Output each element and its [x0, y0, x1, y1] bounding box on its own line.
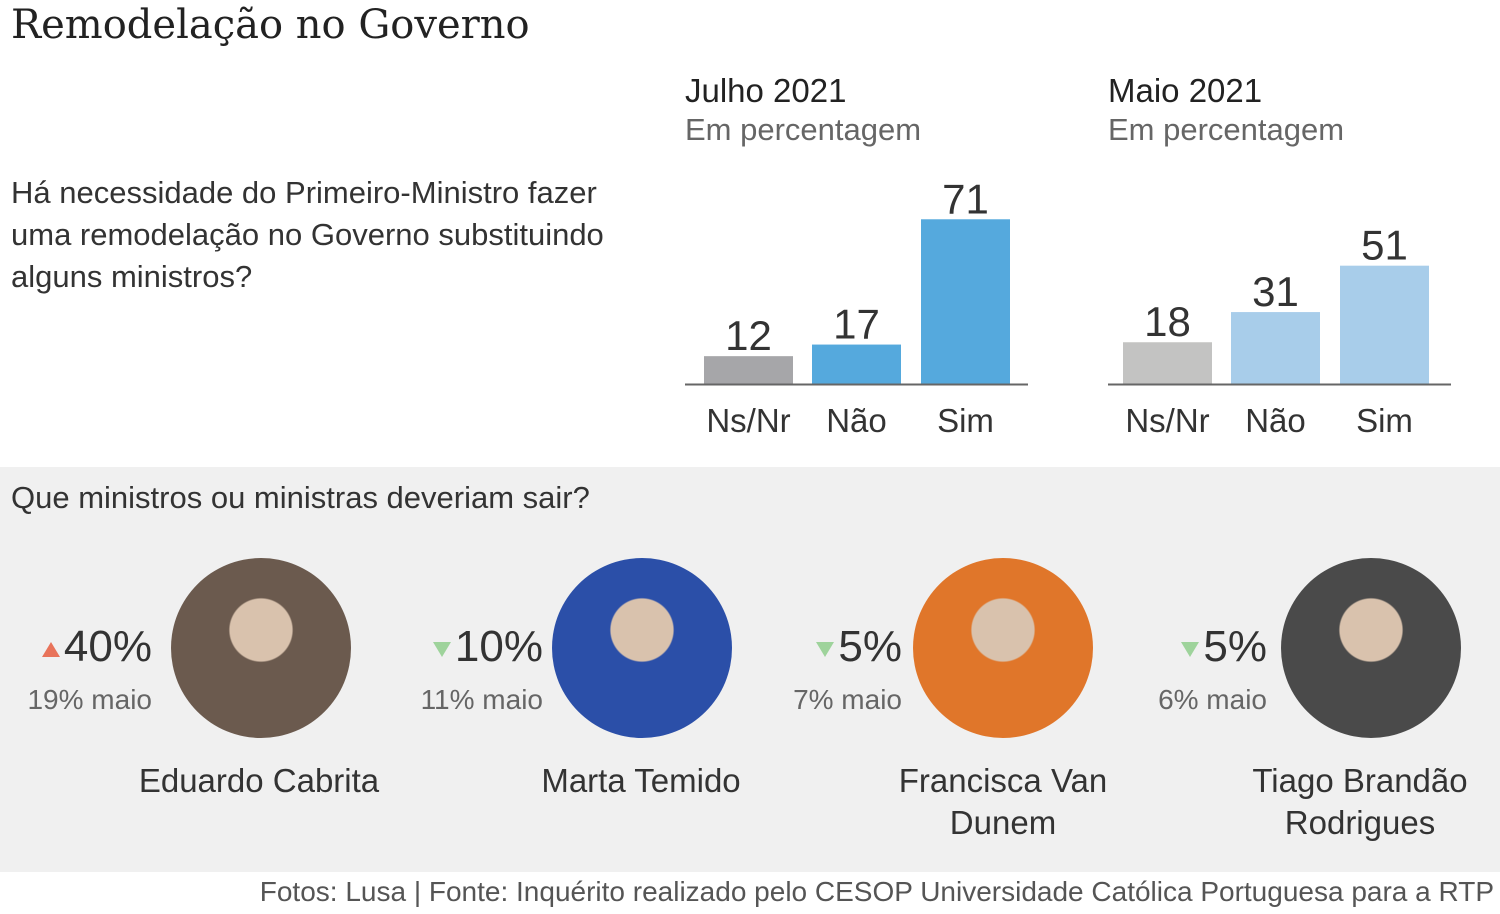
chart-title-julho: Julho 2021 [685, 72, 847, 109]
percent-value: 10% [454, 622, 543, 671]
percent-value: 5% [838, 622, 902, 671]
category-label: Não [826, 402, 887, 439]
bar-nsnr [704, 356, 793, 384]
source-footer: Fotos: Lusa | Fonte: Inquérito realizado… [259, 876, 1494, 907]
minister-percent: 5% [702, 622, 902, 672]
minister-photo [913, 558, 1093, 738]
trend-down-icon [1181, 641, 1200, 657]
chart-subtitle-maio: Em percentagem [1108, 112, 1345, 147]
category-label: Não [1245, 402, 1306, 439]
category-label: Ns/Nr [1125, 402, 1209, 439]
data-label: 71 [942, 175, 989, 222]
data-label: 18 [1144, 298, 1191, 345]
category-label: Sim [1356, 402, 1413, 439]
data-label: 31 [1252, 268, 1299, 315]
data-label: 12 [725, 312, 772, 359]
chart-subtitle-julho: Em percentagem [685, 112, 922, 147]
bar-nsnr [1123, 342, 1212, 384]
trend-up-icon [41, 641, 60, 657]
bar-chart-julho: 12 Ns/Nr 17 Não 71 Sim [685, 175, 1028, 439]
minister-name: Tiago Brandão Rodrigues [1252, 762, 1468, 841]
survey-question: Há necessidade do Primeiro-Ministro faze… [11, 175, 604, 294]
percent-value: 5% [1203, 622, 1267, 671]
minister-name: Eduardo Cabrita [138, 762, 380, 799]
may-percent: 7% maio [793, 684, 902, 715]
may-percent: 19% maio [27, 684, 152, 715]
minister-percent: 40% [0, 622, 152, 672]
bar-no [812, 344, 901, 384]
percent-value: 40% [63, 622, 152, 671]
bar-no [1231, 312, 1320, 384]
ministers-question: Que ministros ou ministras deveriam sair… [11, 480, 590, 515]
may-percent: 11% maio [420, 684, 543, 715]
data-label: 17 [833, 301, 880, 348]
minister-name: Marta Temido [541, 762, 741, 799]
category-label: Sim [937, 402, 994, 439]
bar-chart-maio: 18 Ns/Nr 31 Não 51 Sim [1108, 222, 1451, 439]
may-percent: 6% maio [1158, 684, 1267, 715]
minister-percent: 10% [343, 622, 543, 672]
minister-name: Francisca Van Dunem [898, 762, 1108, 841]
minister-photo [1281, 558, 1461, 738]
bar-sim [1340, 265, 1429, 384]
minister-photo [171, 558, 351, 738]
trend-down-icon [816, 641, 835, 657]
minister-percent: 5% [1067, 622, 1267, 672]
minister-photo [552, 558, 732, 738]
category-label: Ns/Nr [706, 402, 790, 439]
bar-sim [921, 219, 1010, 384]
trend-down-icon [432, 641, 451, 657]
chart-title-maio: Maio 2021 [1108, 72, 1263, 109]
data-label: 51 [1361, 222, 1408, 269]
page-title: Remodelação no Governo [11, 2, 530, 48]
